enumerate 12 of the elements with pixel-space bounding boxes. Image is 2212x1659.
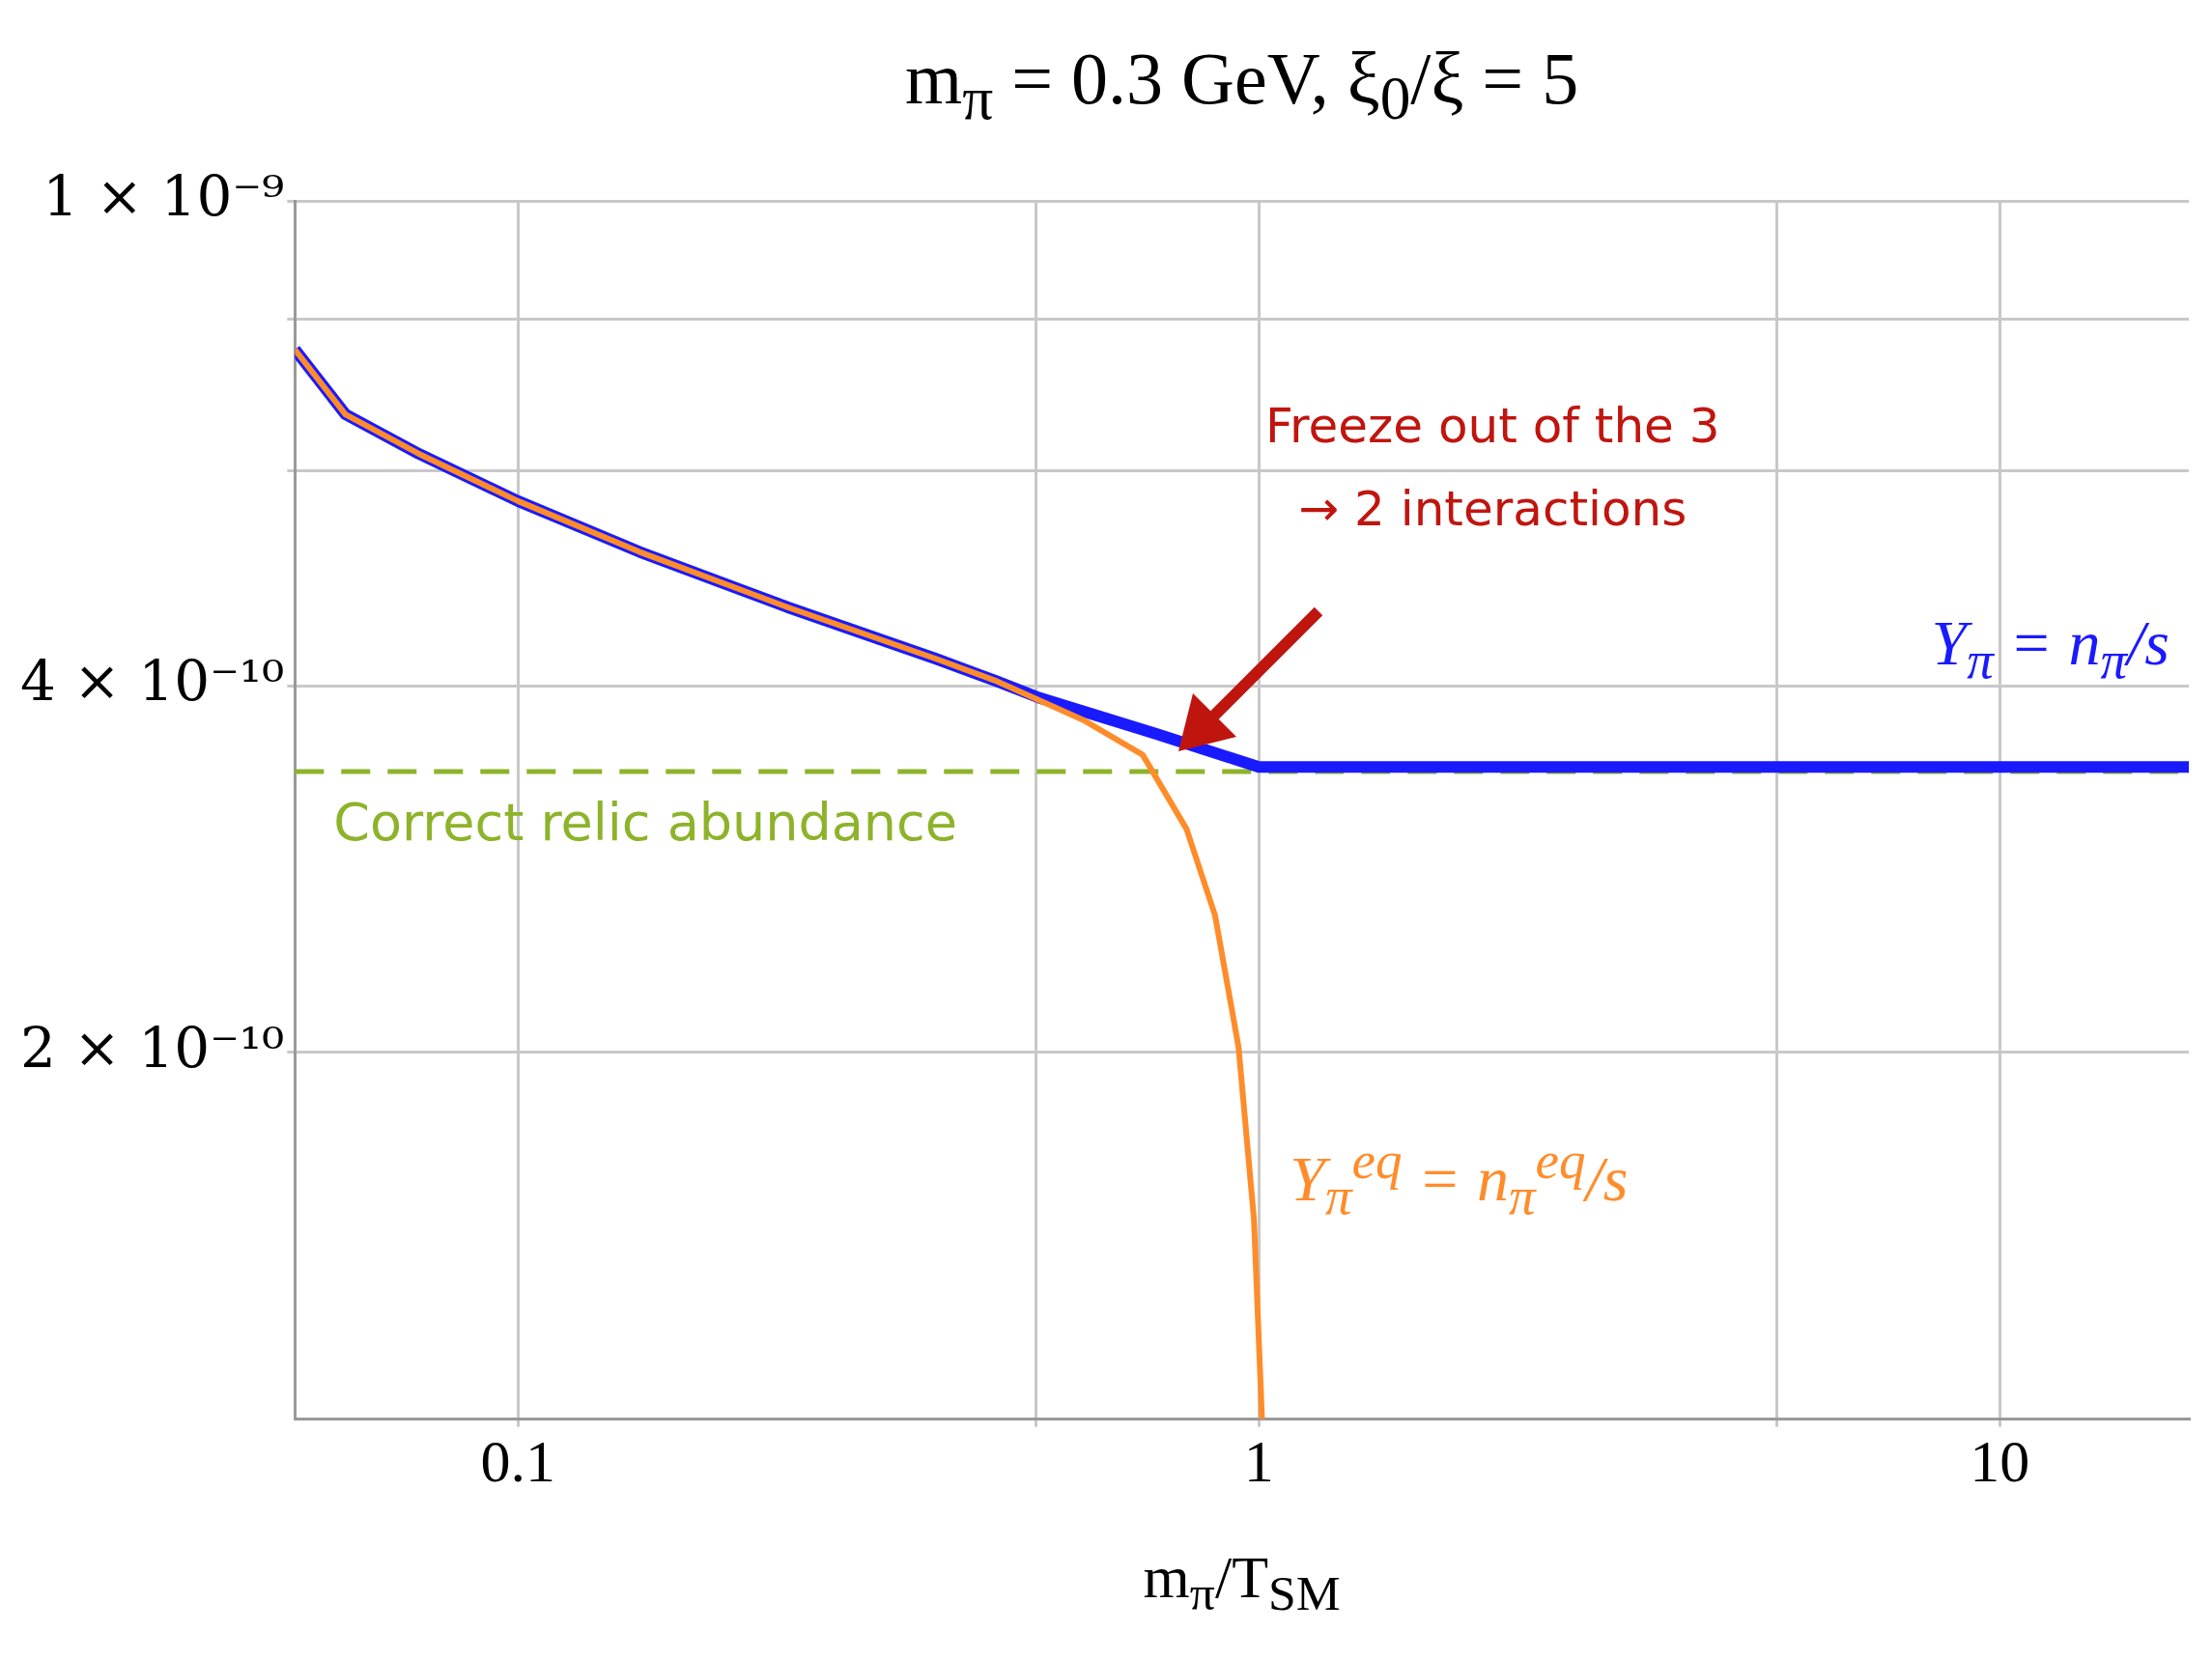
chart-title: m$_{π}$ = 0.3 GeV, ξ$_{0}$/ξ = 5 bbox=[904, 37, 1580, 135]
x-tick-label: 10 bbox=[1970, 1428, 2030, 1495]
x-axis-title: m$_{π}$/T$_{SM}$ bbox=[1142, 1543, 1342, 1622]
annotation: Freeze out of the 3 → 2 interactions bbox=[1263, 397, 1721, 539]
ref-line-label: Correct relic abundance bbox=[333, 792, 957, 854]
y-tick-label: 2 × 10⁻¹⁰ bbox=[19, 1014, 285, 1081]
y-tick-label: 1 × 10⁻⁹ bbox=[43, 163, 285, 230]
x-tick-label: 0.1 bbox=[480, 1428, 555, 1495]
series-label: Y$_{π}$$^{eq}$ = n$_{π}$$^{eq}$/s bbox=[1290, 1129, 1629, 1226]
y-tick-label: 4 × 10⁻¹⁰ bbox=[19, 648, 285, 715]
x-tick-label: 1 bbox=[1243, 1428, 1274, 1495]
series-label: Y$_{π}$ = n$_{π}$/s bbox=[1931, 606, 2169, 691]
